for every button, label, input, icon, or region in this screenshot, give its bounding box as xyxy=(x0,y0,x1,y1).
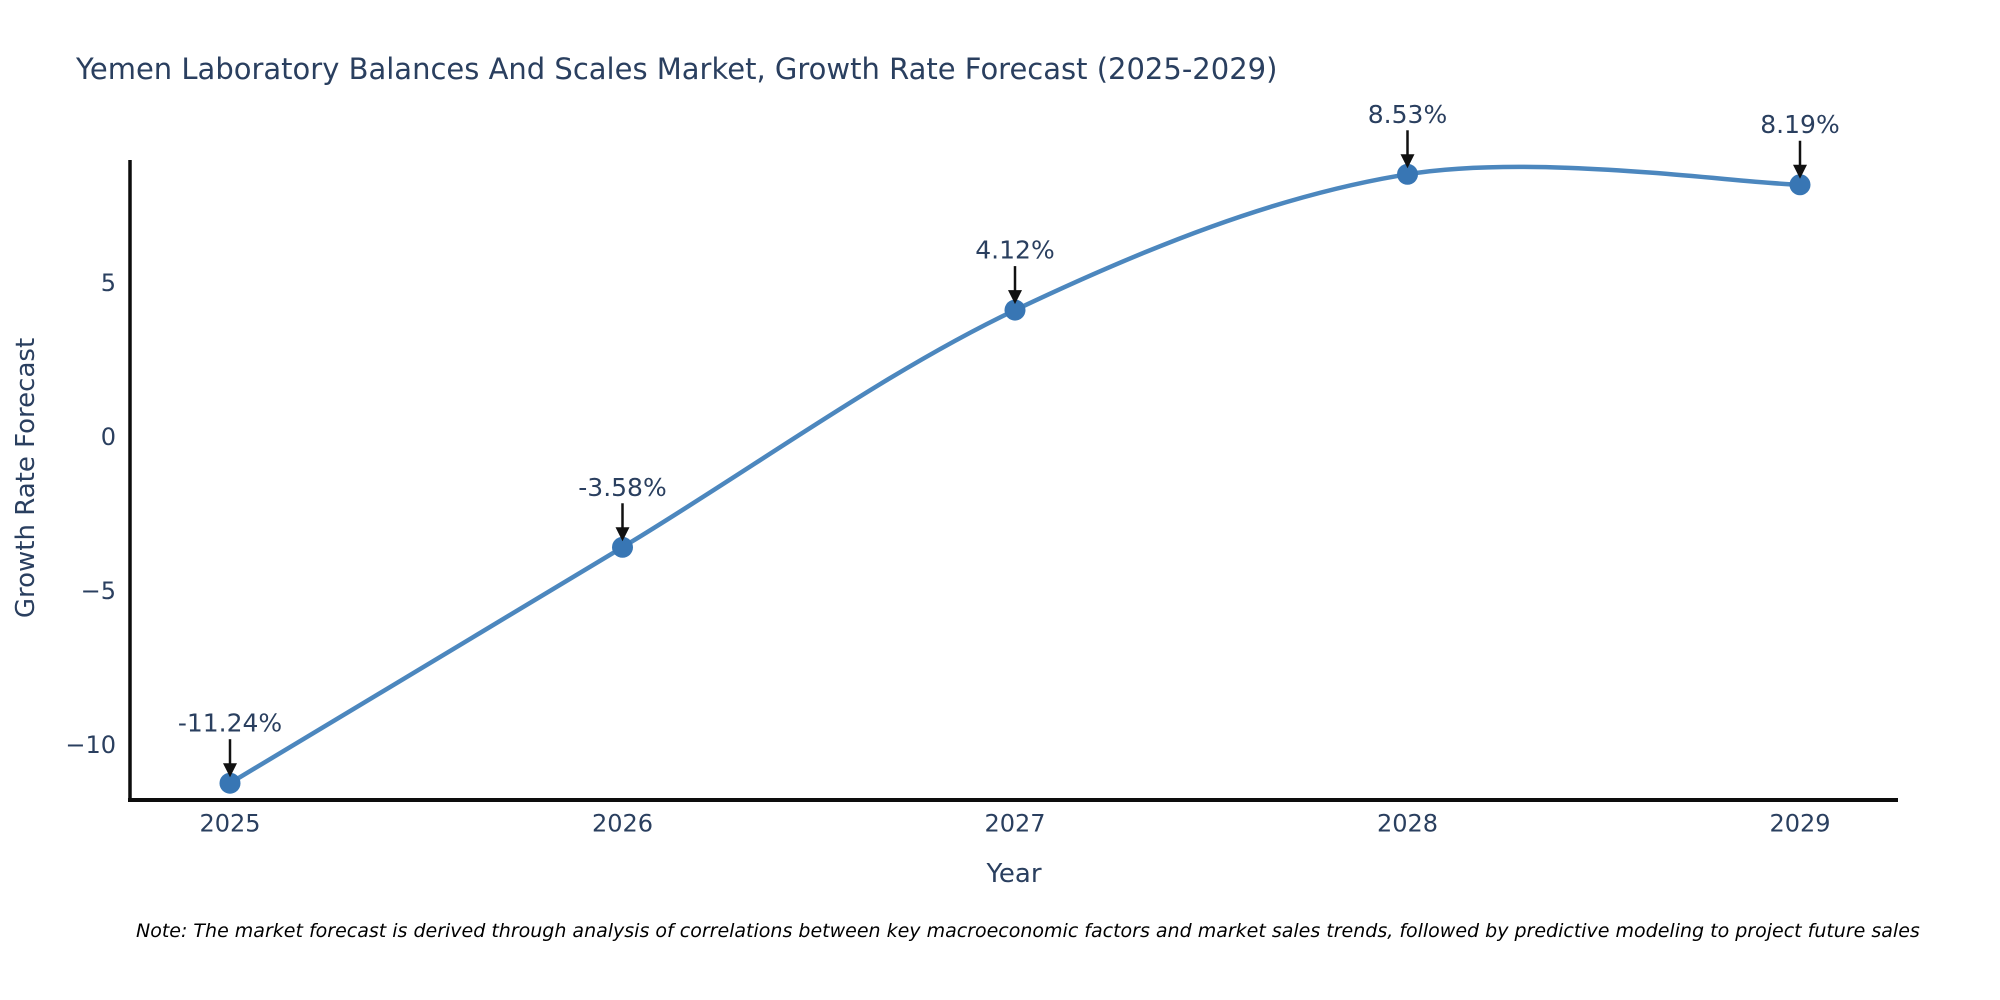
data-point-marker-2029[interactable] xyxy=(1789,174,1811,196)
data-point-marker-2028[interactable] xyxy=(1397,163,1418,185)
chart-footnote: Note: The market forecast is derived thr… xyxy=(136,920,1920,942)
x-tick-label-2028: 2028 xyxy=(1377,810,1438,838)
x-tick-label-2027: 2027 xyxy=(984,810,1045,838)
y-tick-label--10: −10 xyxy=(65,731,116,759)
annotation-label-2028: 8.53% xyxy=(1368,100,1447,129)
annotation-arrowhead-2028 xyxy=(1400,154,1415,169)
x-tick-label-2026: 2026 xyxy=(592,810,653,838)
annotation-2026: -3.58% xyxy=(578,473,667,542)
annotation-2027: 4.12% xyxy=(975,236,1055,305)
annotation-arrowhead-2029 xyxy=(1793,164,1807,179)
annotation-arrowhead-2027 xyxy=(1008,290,1022,305)
line-series-layer xyxy=(219,163,1811,794)
data-point-marker-2027[interactable] xyxy=(1004,299,1026,321)
annotation-2028: 8.53% xyxy=(1368,100,1447,169)
y-tick-label--5: −5 xyxy=(81,577,116,605)
y-tick-label-5: 5 xyxy=(101,269,116,297)
annotation-2025: -11.24% xyxy=(178,709,282,778)
axes-layer: 5 0 −5 −10 2025 2026 2027 2028 2029 xyxy=(65,160,1898,838)
annotation-label-2027: 4.12% xyxy=(975,236,1054,265)
annotation-label-2026: -3.58% xyxy=(578,473,666,502)
annotation-layer: -11.24% -3.58% 4.12% 8.53% 8.19% xyxy=(178,100,1840,778)
x-axis-title: Year xyxy=(986,859,1042,889)
x-tick-label-2025: 2025 xyxy=(199,810,260,838)
y-tick-label-0: 0 xyxy=(101,423,116,451)
annotation-label-2025: -11.24% xyxy=(178,709,282,738)
data-point-marker-2025[interactable] xyxy=(219,772,241,794)
chart-title: Yemen Laboratory Balances And Scales Mar… xyxy=(76,52,1278,86)
x-tick-label-2029: 2029 xyxy=(1769,810,1830,838)
annotation-arrowhead-2025 xyxy=(223,763,237,778)
annotation-2029: 8.19% xyxy=(1760,110,1840,179)
data-point-marker-2026[interactable] xyxy=(612,536,633,558)
annotation-arrowhead-2026 xyxy=(615,527,630,542)
annotation-label-2029: 8.19% xyxy=(1760,110,1839,139)
